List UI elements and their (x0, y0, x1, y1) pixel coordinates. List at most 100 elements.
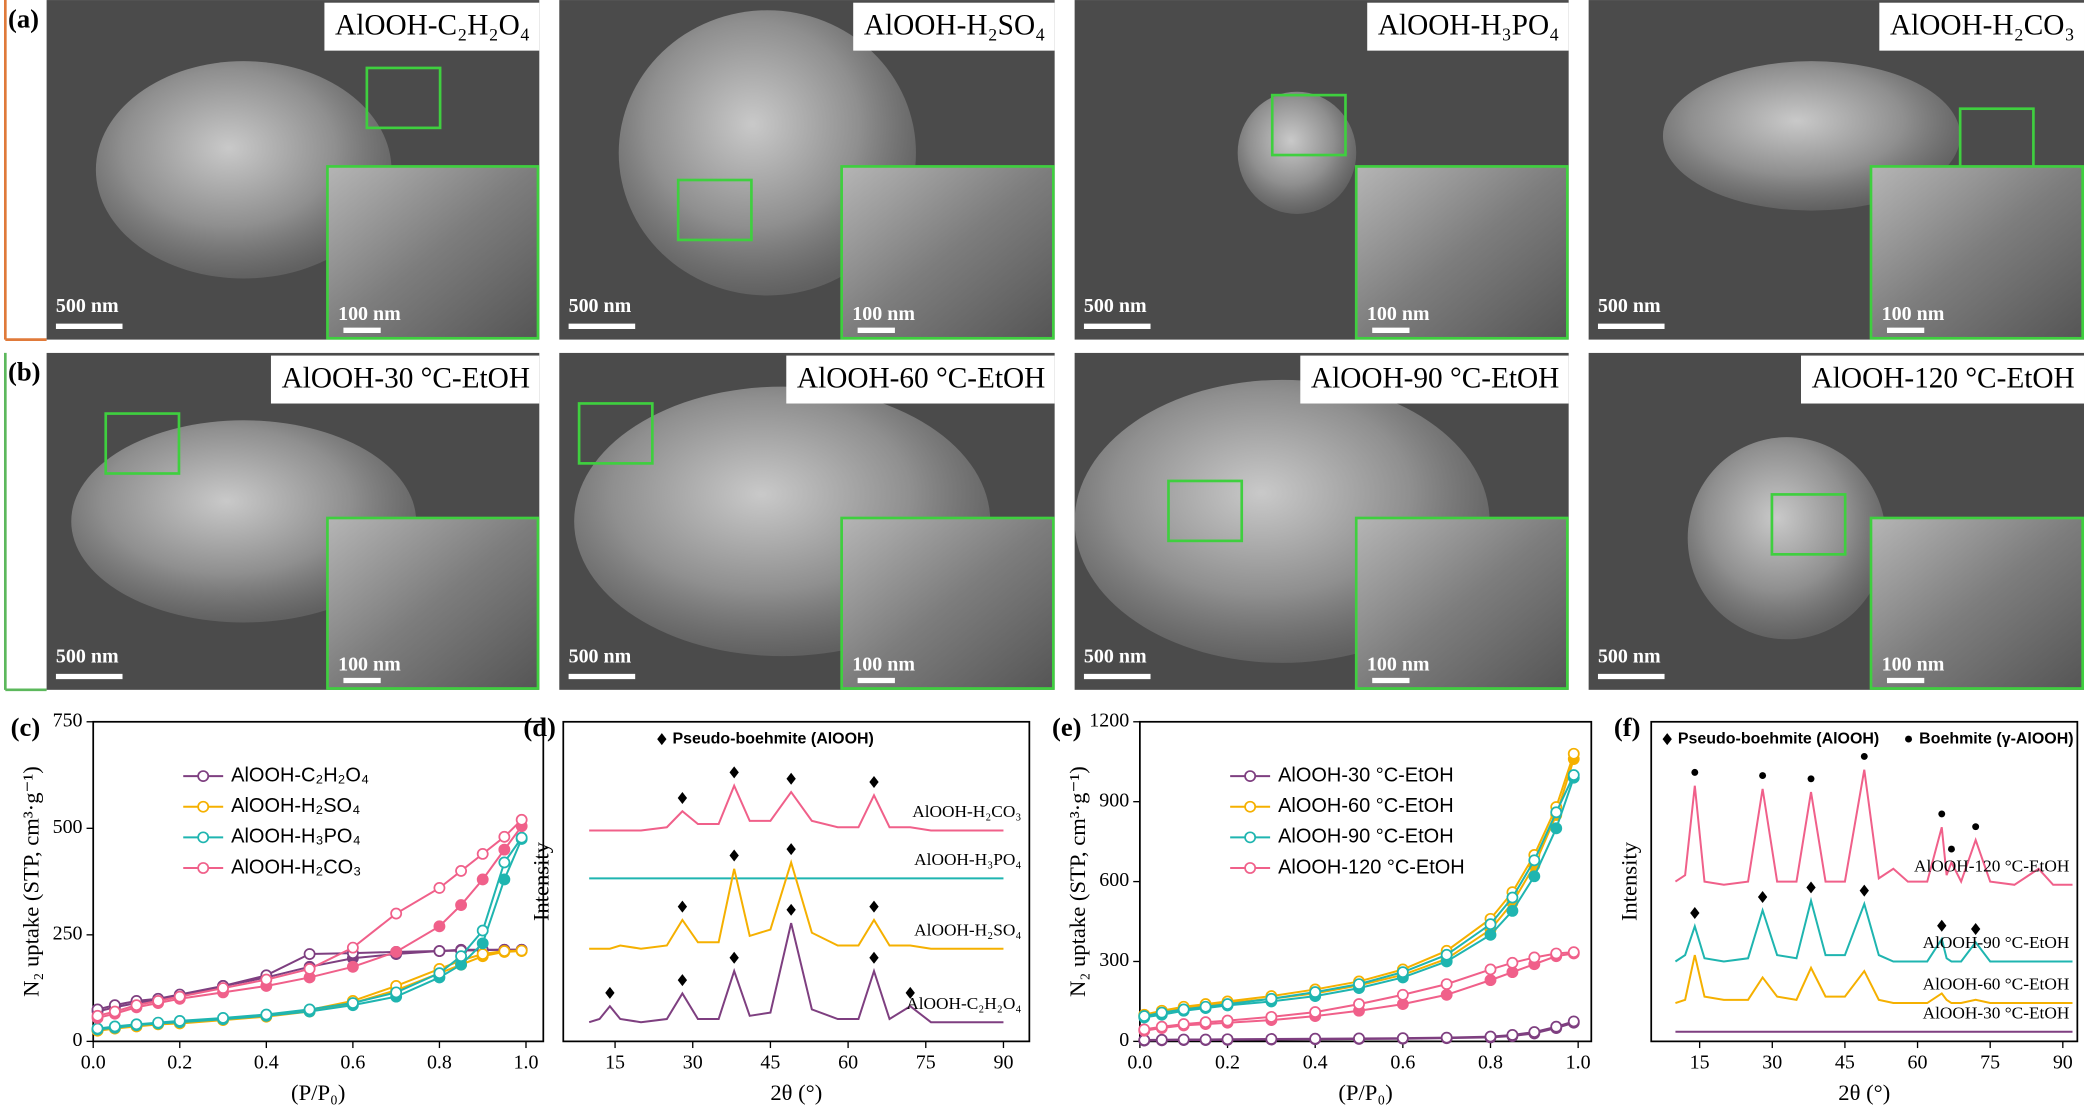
inset-image (326, 516, 540, 690)
title-box (1879, 2, 2085, 51)
x-tick-label: 90 (2053, 1052, 2073, 1074)
x-tick-label: 15 (1690, 1052, 1710, 1074)
peak-marker (1860, 752, 1868, 760)
y-tick-label: 900 (1099, 789, 1129, 811)
desorption-point (130, 999, 143, 1012)
particle (1237, 91, 1357, 214)
peak-marker (1691, 768, 1699, 776)
note-label: Pseudo-boehmite (AlOOH) (672, 730, 873, 747)
peak-marker (869, 775, 879, 788)
series-label: AlOOH-H₃PO₄ (914, 850, 1021, 869)
desorption-point (1528, 1026, 1541, 1038)
panel-title: AlOOH-H₂CO₃ (1890, 10, 2075, 42)
x-tick-label: 60 (1908, 1052, 1928, 1074)
legend-marker (1244, 862, 1257, 874)
legend-marker (197, 800, 210, 813)
plot-frame (1650, 720, 2079, 1043)
title-box (786, 355, 1055, 404)
desorption-point (1265, 1010, 1278, 1023)
x-tick-label: 60 (838, 1052, 858, 1074)
adsorption-point (1550, 822, 1563, 835)
panel-title: AlOOH-90 °C-EtOH (1311, 363, 1559, 395)
series-label: AlOOH-60 °C-EtOH (1923, 975, 2070, 994)
x-tick-label: 0.0 (81, 1052, 106, 1074)
desorption-point (1309, 986, 1322, 999)
panel-label: (b) (8, 356, 41, 386)
inset-image (1869, 165, 2085, 340)
peak-marker (1690, 907, 1700, 920)
peak-marker (677, 974, 688, 987)
inset-scale-bar-label: 100 nm (1882, 653, 1945, 675)
desorption-point (1440, 1031, 1453, 1044)
y-tick-label: 500 (53, 816, 83, 838)
desorption-point (455, 950, 468, 963)
desorption-point (1528, 854, 1541, 867)
x-tick-label: 0.8 (427, 1052, 452, 1074)
scale-bar-label: 500 nm (569, 645, 632, 667)
desorption-point (1138, 1010, 1151, 1023)
peak-marker (729, 766, 739, 779)
adsorption-point (1440, 988, 1453, 1001)
peak-marker (1662, 733, 1672, 746)
peak-marker (1972, 823, 1980, 831)
x-tick-label: 45 (760, 1052, 780, 1074)
zoom-box (577, 402, 654, 465)
inset-image (1354, 516, 1569, 690)
scale-bar-label: 500 nm (1598, 295, 1661, 317)
adsorption-point (346, 960, 359, 973)
y-tick-label: 750 (53, 709, 83, 731)
desorption-point (1506, 956, 1519, 969)
desorption-point (1221, 1014, 1234, 1027)
legend-marker (197, 862, 210, 874)
desorption-point (152, 1016, 165, 1029)
desorption-point (1199, 1016, 1212, 1029)
adsorption-point (455, 899, 468, 911)
x-tick-label: 0.4 (254, 1052, 279, 1074)
x-tick-label: 0.2 (167, 1052, 192, 1074)
scale-bar-label: 500 nm (569, 295, 632, 317)
series-label: AlOOH-120 °C-EtOH (1914, 856, 2069, 875)
legend-marker (1244, 831, 1257, 844)
desorption-point (152, 994, 165, 1007)
peak-marker (1859, 884, 1869, 897)
desorption-point (1396, 1032, 1409, 1045)
desorption-point (260, 973, 273, 986)
inset-scale-bar-label: 100 nm (338, 653, 401, 675)
adsorption-point (433, 920, 446, 933)
desorption-point (1265, 1033, 1278, 1045)
pattern-line (1675, 954, 2073, 1005)
desorption-point (130, 1018, 143, 1031)
desorption-point (498, 945, 511, 957)
inset-scale-bar-label: 100 nm (852, 303, 915, 325)
desorption-point (1155, 1006, 1168, 1019)
adsorption-point (498, 843, 511, 856)
desorption-point (455, 865, 468, 877)
desorption-point (476, 847, 489, 860)
desorption-point (433, 882, 446, 894)
desorption-line (97, 819, 523, 1017)
legend-marker (1244, 770, 1257, 783)
legend-label: AlOOH-60 °C-EtOH (1278, 795, 1454, 817)
plot-frame (92, 720, 545, 1043)
scale-bar-label: 500 nm (56, 645, 119, 667)
desorption-point (1396, 966, 1409, 979)
desorption-point (91, 1009, 104, 1022)
desorption-point (1353, 1032, 1365, 1045)
desorption-point (108, 1005, 121, 1018)
desorption-point (390, 986, 403, 999)
inset-image (326, 165, 540, 340)
zoom-box (365, 66, 442, 130)
inset-image (840, 516, 1055, 690)
pattern-line (588, 922, 1004, 1024)
x-tick-label: 15 (605, 1052, 625, 1074)
desorption-point (1550, 947, 1563, 960)
desorption-point (346, 941, 359, 954)
x-axis-label: 2θ (°) (770, 1080, 822, 1105)
note-label: Boehmite (γ-AlOOH) (1919, 730, 2073, 747)
peak-marker (869, 900, 879, 913)
desorption-point (303, 948, 316, 960)
adsorption-point (476, 873, 489, 886)
desorption-point (498, 830, 511, 843)
legend-marker (197, 770, 210, 783)
scale-bar-label: 500 nm (1598, 645, 1661, 667)
